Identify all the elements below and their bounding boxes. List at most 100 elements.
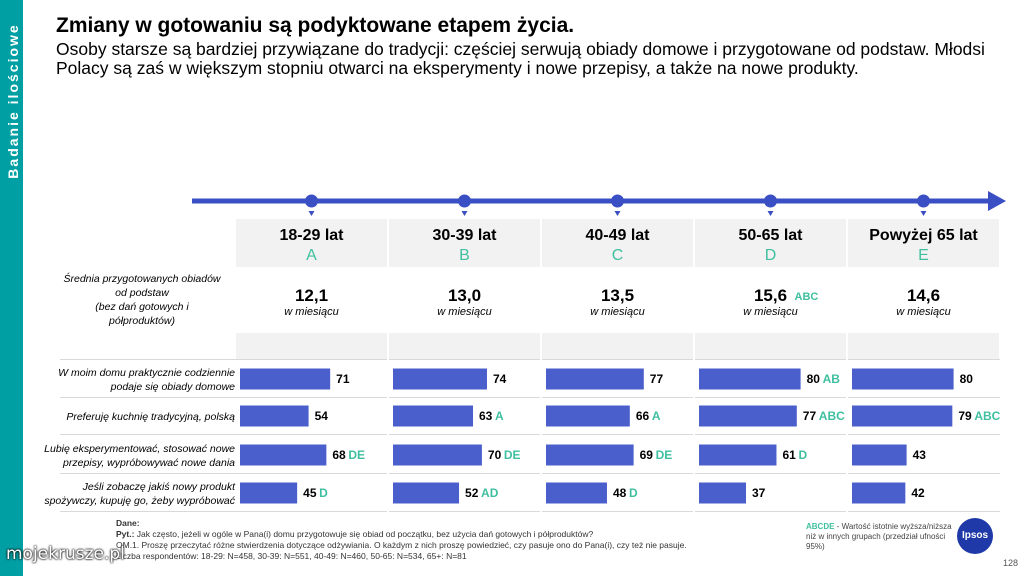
timeline-dot [458,194,471,208]
timeline-dot [305,194,318,208]
bar-significance: ABC [974,409,1000,423]
group-letter: D [765,247,777,264]
group-age-label: 50-65 lat [738,227,803,244]
mean-row-label: od podstaw [115,287,170,299]
significance-legend: ABCDE - Wartość istotnie wyższa/niższa n… [806,522,956,552]
legend-text: - Wartość istotnie wyższa/niższa niż w i… [806,522,952,551]
bar-significance: ABC [819,409,845,423]
bar-value-label: 77 [803,409,817,423]
timeline-pointer [461,211,468,216]
bar [852,444,907,466]
bar-value-label: 80 [807,372,821,386]
timeline-pointer [767,211,774,216]
bar-significance: D [629,486,638,500]
bar-value-label: 66 [636,409,650,423]
bar-value-label: 71 [336,372,350,386]
bar-significance: A [652,409,661,423]
column-header-bg [848,219,999,267]
bar-value-label: 69 [640,448,654,462]
bar-significance: DE [656,448,673,462]
bar [852,368,954,390]
bar [393,482,460,504]
timeline-pointer [614,211,621,216]
bar-value-label: 37 [752,486,766,500]
bar-value-label: 54 [315,409,329,423]
group-letter: C [612,247,624,264]
mean-row-label: Średnia przygotowanych obiadów [63,272,221,285]
bar [699,482,746,504]
timeline-arrowhead [988,191,1006,211]
timeline-dot [611,194,624,208]
column-header-bg [542,219,693,267]
bar [699,368,801,390]
column-header-bg [389,219,540,267]
bar [699,444,777,466]
group-age-label: Powyżej 65 lat [869,227,978,244]
ipsos-logo: Ipsos [957,518,993,554]
mean-value: 15,6 [754,286,787,305]
mean-unit: w miesiącu [896,306,950,318]
bar-value-label: 48 [613,486,627,500]
bar-significance: DE [504,448,521,462]
bar-significance: DE [348,448,365,462]
bar [393,444,482,466]
bar-significance: D [798,448,807,462]
group-letter: E [918,247,929,264]
mean-unit: w miesiącu [590,306,644,318]
page-number: 128 [1003,558,1019,568]
bar-significance: D [319,486,328,500]
timeline-dot [917,194,930,208]
legend-key: ABCDE [806,522,835,531]
column-spacer-bg [695,333,846,359]
mean-unit: w miesiącu [437,306,491,318]
bar-significance: AD [481,486,499,500]
column-header-bg [236,219,387,267]
mean-unit: w miesiącu [284,306,338,318]
column-spacer-bg [542,333,693,359]
bar-value-label: 61 [782,448,796,462]
bar-value-label: 42 [911,486,925,500]
bar [546,444,634,466]
pyt-text: Jak często, jeżeli w ogóle w Pana(i) dom… [136,529,594,539]
bar [546,482,607,504]
bar [240,482,298,504]
statement-label: spożywczy, kupuję go, żeby wypróbować [44,495,235,507]
timeline-pointer [920,211,927,216]
column-spacer-bg [848,333,999,359]
base-text: Liczba respondentów: 18-29: N=458, 30-39… [116,551,467,561]
bar-value-label: 45 [303,486,317,500]
om-text: OM.1. Proszę przeczytać różne stwierdzen… [116,540,687,550]
bar-value-label: 80 [960,372,974,386]
statement-label: Jeśli zobaczę jakiś nowy produkt [82,481,236,493]
timeline-pointer [308,211,315,216]
group-letter: A [306,247,317,264]
group-letter: B [459,247,470,264]
bar [240,368,331,390]
group-age-label: 40-49 lat [585,227,650,244]
statement-label: podaje się obiady domowe [110,381,235,393]
mean-value: 13,5 [601,286,634,305]
statement-label: W moim domu praktycznie codziennie [58,367,235,379]
bar-value-label: 63 [479,409,493,423]
pyt-label: Pyt.: [116,529,135,539]
bar-value-label: 43 [913,448,927,462]
page-title: Zmiany w gotowaniu są podyktowane etapem… [56,14,575,37]
column-header-bg [695,219,846,267]
bar-value-label: 77 [650,372,664,386]
bar [393,368,487,390]
bar [546,368,644,390]
statement-label: Preferuję kuchnię tradycyjną, polską [66,411,235,423]
bar [852,482,906,504]
bar-value-label: 74 [493,372,507,386]
timeline-dot [764,194,777,208]
sidebar-band: Badanie ilościowe [0,0,23,576]
mean-row-label: półproduktów) [108,315,175,327]
bar [546,405,630,427]
bar [240,444,327,466]
statement-label: Lubię eksperymentować, stosować nowe [44,443,235,455]
mean-row-label: (bez dań gotowych i [95,301,189,313]
mean-value: 14,6 [907,286,940,305]
column-spacer-bg [389,333,540,359]
bar [393,405,474,427]
